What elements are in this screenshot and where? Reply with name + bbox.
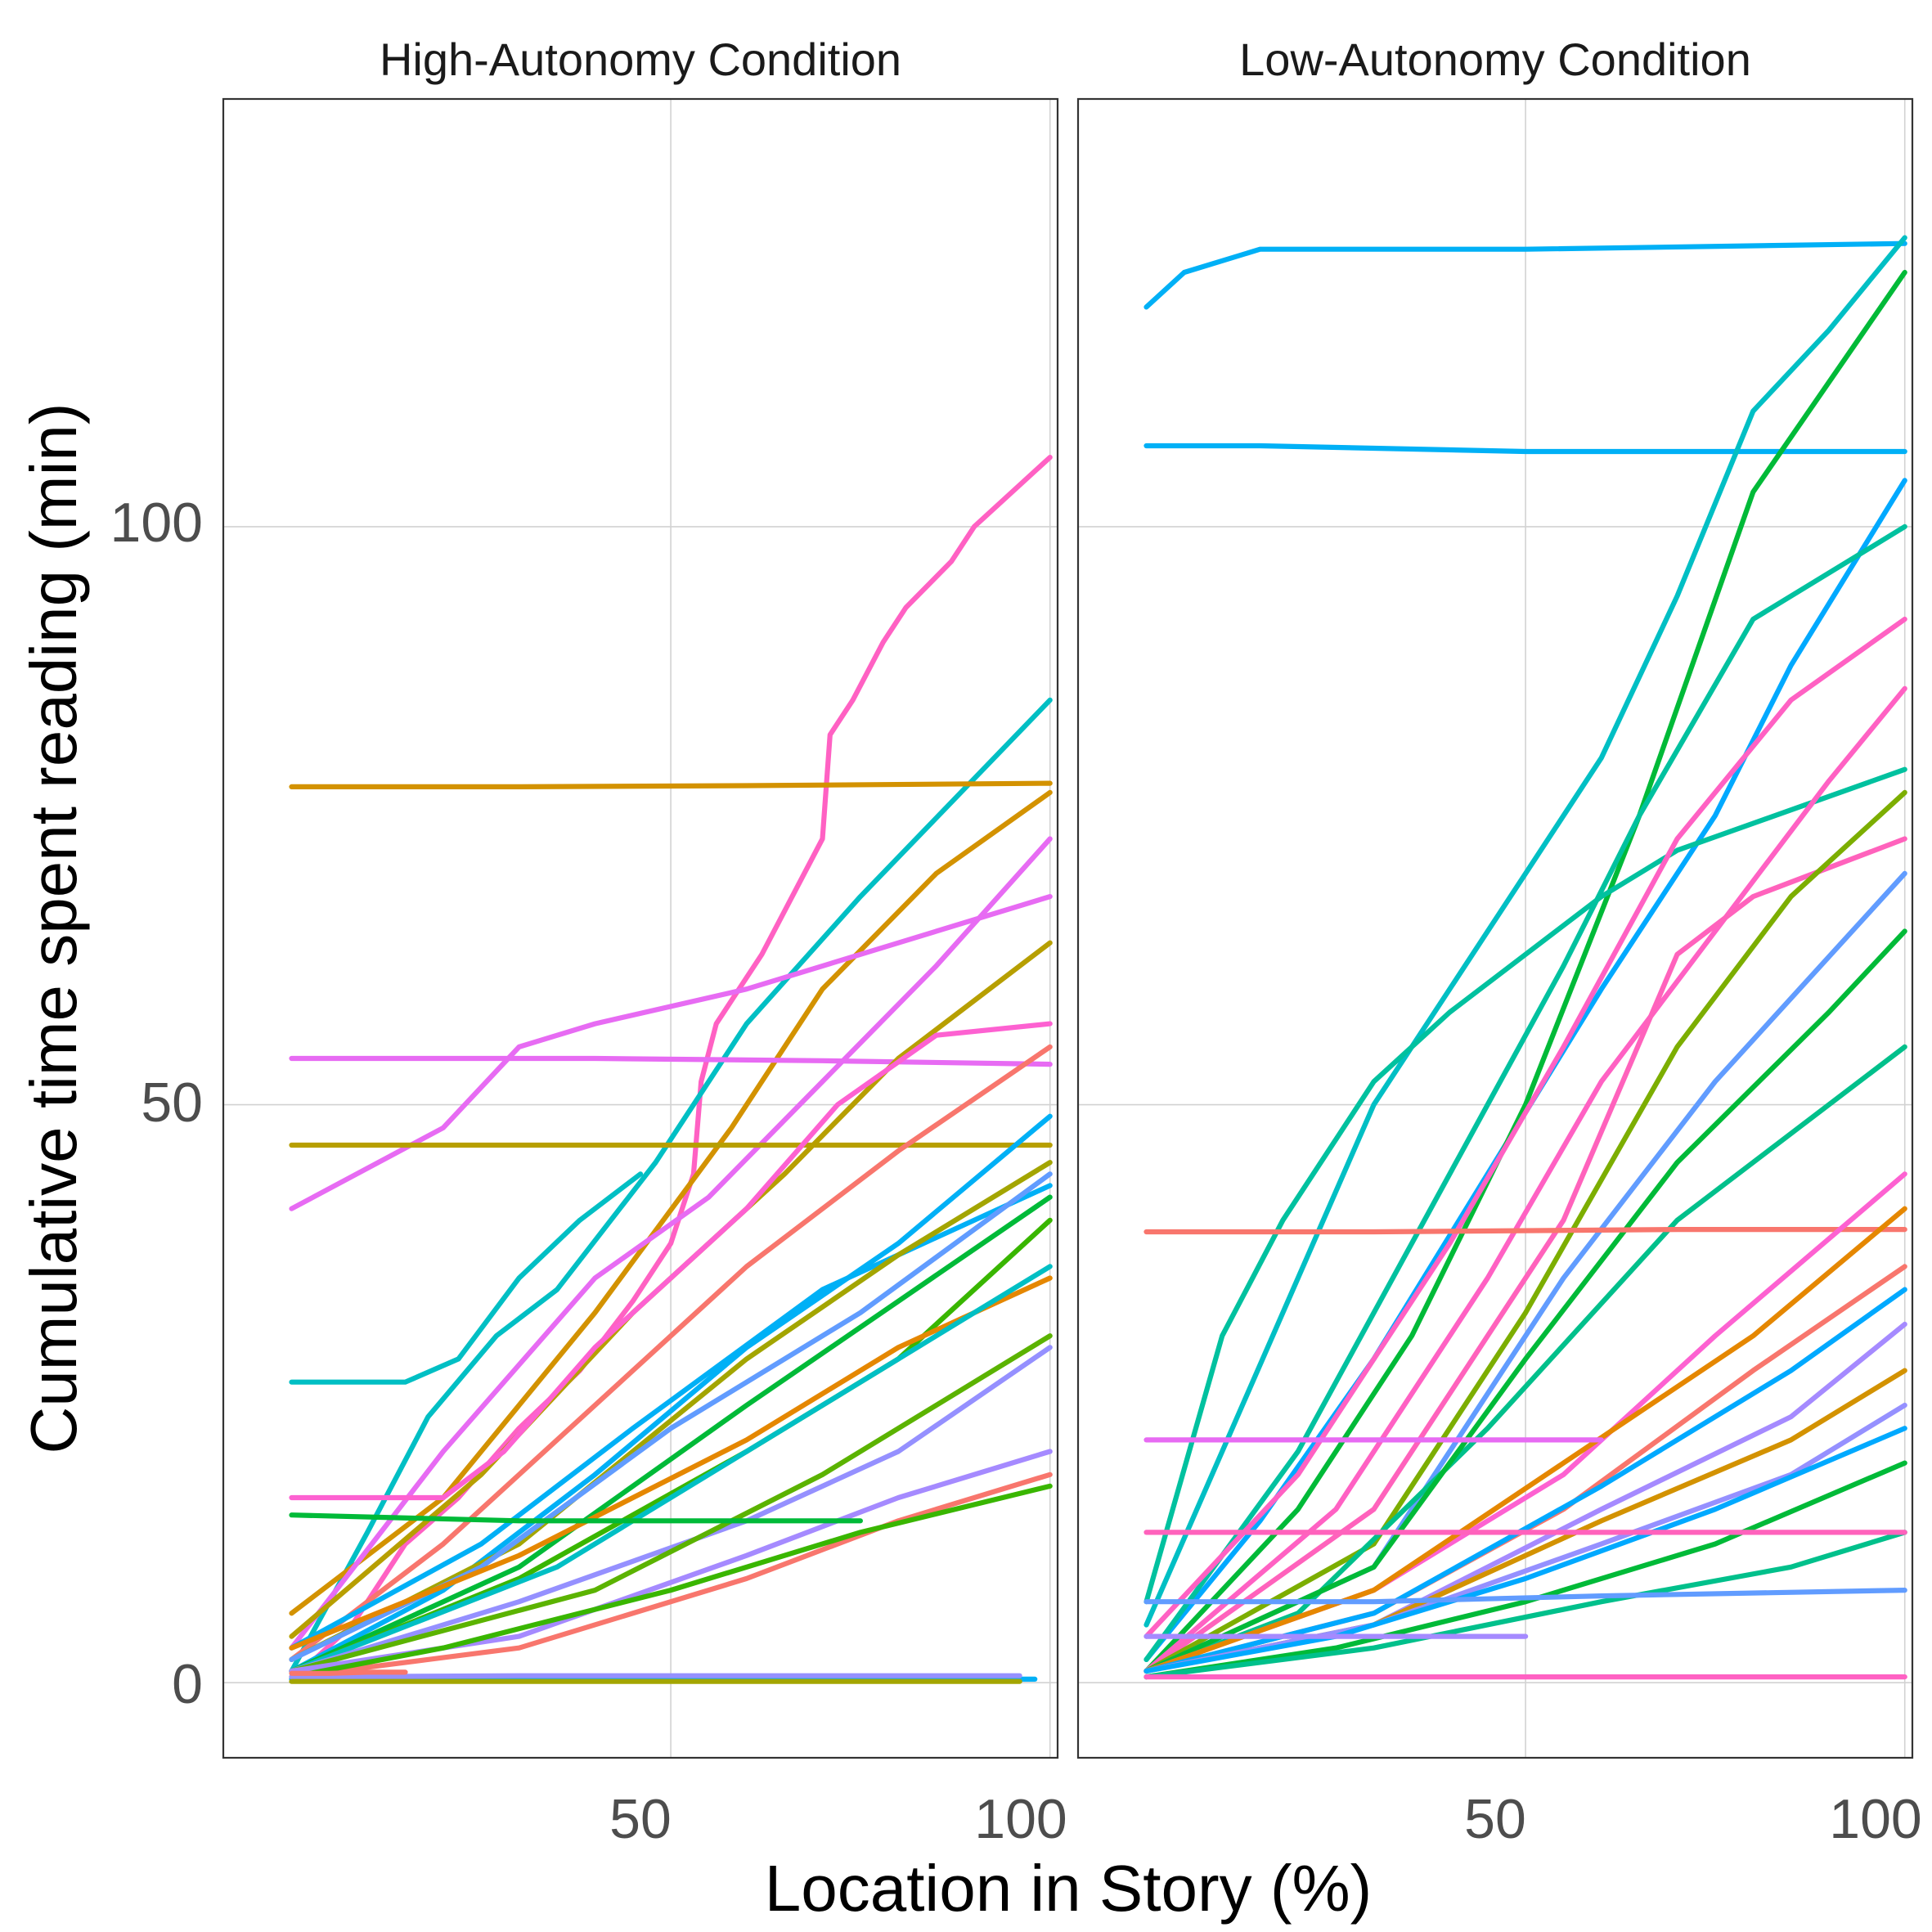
x-axis-title: Location in Story (%): [765, 1852, 1373, 1925]
series-line-3: [1143, 235, 1907, 1628]
y-tick-label-0: 0: [172, 1653, 203, 1715]
series-line-14: [1143, 928, 1907, 1674]
series-line-6: [289, 893, 1053, 1211]
y-tick-label-100: 100: [110, 492, 203, 554]
x-tick-label-50-high: 50: [609, 1788, 672, 1850]
series-line-9: [1143, 685, 1907, 1674]
series-line-23: [1143, 1426, 1907, 1674]
panel-high-autonomy-series: [289, 454, 1053, 1684]
panel-high-autonomy: [222, 97, 1059, 1759]
series-line-26: [289, 1512, 864, 1524]
series-line-6: [1143, 523, 1907, 1663]
series-line-2: [1143, 443, 1907, 455]
series-line-13: [289, 1113, 1053, 1674]
series-line-5: [1143, 269, 1907, 1674]
x-tick-label-100-high: 100: [974, 1788, 1067, 1850]
panel-low-autonomy-series: [1143, 235, 1907, 1680]
facet-title-high-autonomy: High-Autonomy Condition: [380, 34, 901, 85]
series-line-15: [1143, 1226, 1907, 1235]
series-line-12: [289, 1021, 1053, 1501]
series-line-4: [289, 780, 1053, 790]
series-line-7: [289, 1055, 1053, 1067]
series-line-28: [1143, 1587, 1907, 1605]
series-line-25: [289, 1483, 1053, 1680]
series-line-11: [289, 1044, 1053, 1663]
panel-low-autonomy: [1076, 97, 1914, 1759]
series-line-7: [1143, 766, 1907, 1605]
series-line-17: [289, 1194, 1053, 1674]
series-line-1: [1143, 240, 1907, 310]
series-line-10: [1143, 836, 1907, 1674]
series-line-22: [1143, 1402, 1907, 1674]
series-line-20: [289, 1264, 1053, 1674]
series-line-24: [1143, 1460, 1907, 1680]
series-line-11: [1143, 789, 1907, 1674]
y-axis-title: Cumulative time spent reading (min): [17, 403, 90, 1454]
facet-title-low-autonomy: Low-Autonomy Condition: [1239, 34, 1751, 85]
series-line-19: [1143, 1287, 1907, 1674]
series-line-28: [289, 1673, 1022, 1680]
series-line-22: [289, 1333, 1053, 1674]
series-line-24: [289, 1471, 1053, 1680]
series-line-1: [289, 454, 1053, 1682]
panel-low-autonomy-gridlines: [1078, 99, 1912, 1758]
series-line-2: [289, 697, 1053, 1674]
series-line-15: [289, 1160, 1053, 1663]
series-line-25: [1143, 1530, 1907, 1680]
panel-low-autonomy-border: [1076, 97, 1914, 1759]
series-line-8: [289, 836, 1053, 1651]
y-tick-label-50: 50: [141, 1072, 203, 1134]
x-tick-label-100-low: 100: [1829, 1788, 1921, 1850]
series-line-3: [289, 1171, 644, 1385]
series-line-30: [289, 1669, 408, 1676]
series-line-17: [1143, 1206, 1907, 1674]
series-line-8: [1143, 616, 1907, 1639]
x-tick-label-50-low: 50: [1464, 1788, 1526, 1850]
series-line-19: [289, 1275, 1053, 1651]
panel-high-autonomy-border: [222, 97, 1059, 1759]
